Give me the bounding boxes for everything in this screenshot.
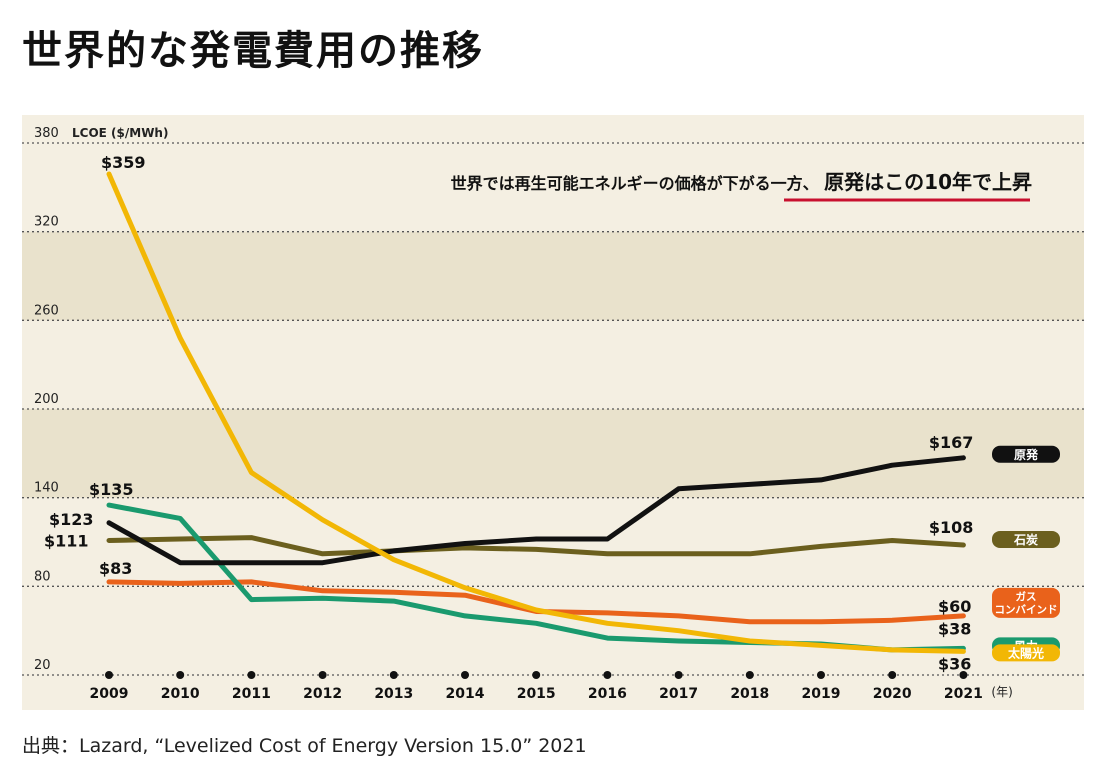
x-tick-label: 2019 <box>802 686 841 702</box>
x-tick-label: 2012 <box>303 686 342 702</box>
end-label-nuclear: $167 <box>929 433 974 452</box>
band-group <box>22 231 1084 498</box>
x-tick-dot <box>817 671 825 679</box>
y-tick-label: 320 <box>34 215 59 230</box>
end-label-gas: $60 <box>938 597 971 616</box>
y-tick-label: 140 <box>34 481 59 496</box>
band-0 <box>22 231 1084 321</box>
x-tick-label: 2017 <box>659 686 698 702</box>
source-credit: 出典：Lazard, “Levelized Cost of Energy Ver… <box>22 735 587 757</box>
x-tick-dot <box>674 671 683 679</box>
x-tick-label: 2021 <box>944 686 983 702</box>
x-tick-label: 2013 <box>374 686 413 702</box>
series-line-coal <box>106 535 966 557</box>
x-tick-label: 2011 <box>232 686 271 702</box>
x-tick-dot <box>888 671 897 679</box>
x-tick-label: 2010 <box>161 686 200 702</box>
x-tick-dot <box>532 671 541 679</box>
annotation-plain: 世界では再生可能エネルギーの価格が下がる一方、 <box>451 174 819 193</box>
y-tick-label: 380 <box>34 126 59 141</box>
series-line-nuclear <box>106 455 966 566</box>
series-lines <box>106 171 966 654</box>
x-tick-dot <box>176 671 185 679</box>
start-label-solar: $359 <box>101 153 146 172</box>
x-tick-label: 2018 <box>730 686 769 702</box>
grid-group <box>22 142 1084 676</box>
x-tick-dot <box>318 671 327 679</box>
x-tick-label: 2020 <box>873 686 912 702</box>
legend-label-nuclear: 原発 <box>1014 447 1039 462</box>
legend-label-gas: ガス <box>1016 590 1037 603</box>
start-label-nuclear: $123 <box>49 510 94 529</box>
legend-swatch-solar <box>992 644 1060 662</box>
start-label-gas: $83 <box>99 559 132 578</box>
legend: 原発石炭ガスコンバインド風力太陽光 <box>992 445 1060 662</box>
x-tick-dot <box>745 671 754 679</box>
legend-swatch-gas <box>992 587 1060 618</box>
x-tick-dot <box>105 671 113 679</box>
legend-swatch-nuclear <box>992 445 1060 463</box>
legend-swatch-coal <box>992 530 1060 548</box>
x-tick-dot <box>247 671 256 679</box>
y-tick-label: 200 <box>34 392 59 407</box>
start-label-wind: $135 <box>89 480 134 499</box>
y-tick-label: 20 <box>34 658 51 673</box>
x-tick-label: 2016 <box>588 686 627 702</box>
y-tick-label: 80 <box>34 569 51 584</box>
x-tick-label: 2015 <box>517 686 556 702</box>
x-tick-label: 2009 <box>90 686 129 702</box>
x-tick-dot <box>461 671 469 679</box>
x-tick-dot <box>603 671 612 679</box>
end-label-wind: $38 <box>938 619 971 638</box>
y-tick-label: 260 <box>34 303 59 318</box>
x-tick-dot <box>389 671 398 679</box>
x-tick-dot <box>959 671 968 679</box>
x-tick-label: 2014 <box>446 686 485 702</box>
annotation-emphasis: 原発はこの10年で上昇 <box>824 170 1032 194</box>
legend-label-gas: コンバインド <box>995 604 1058 616</box>
annotation: 世界では再生可能エネルギーの価格が下がる一方、 原発はこの10年で上昇 <box>451 170 1032 202</box>
end-label-solar: $36 <box>938 654 971 673</box>
series-line-solar <box>106 171 966 654</box>
x-axis-unit: (年) <box>991 685 1012 699</box>
data-labels: $123 $167 $111 $108 $83 $60 $135 $38 $359 $36 <box>44 153 973 673</box>
band-1 <box>22 409 1084 498</box>
start-label-coal: $111 <box>44 532 89 551</box>
legend-label-solar: 太陽光 <box>1008 645 1044 660</box>
y-axis: 380 LCOE ($/MWh) 320 260 200 140 80 20 <box>34 126 168 673</box>
y-axis-label: LCOE ($/MWh) <box>72 126 168 140</box>
chart-title: 世界的な発電費用の推移 <box>22 28 484 74</box>
end-label-coal: $108 <box>929 518 974 537</box>
annotation-text: 世界では再生可能エネルギーの価格が下がる一方、 原発はこの10年で上昇 <box>451 170 1032 194</box>
x-axis: 2009 2010 2011 2012 2013 2014 2015 2016 2017 2018… <box>90 671 1013 702</box>
lcoe-line-chart: 380 LCOE ($/MWh) 320 260 200 140 80 20 2009 2010… <box>22 115 1084 710</box>
legend-label-coal: 石炭 <box>1013 532 1038 547</box>
